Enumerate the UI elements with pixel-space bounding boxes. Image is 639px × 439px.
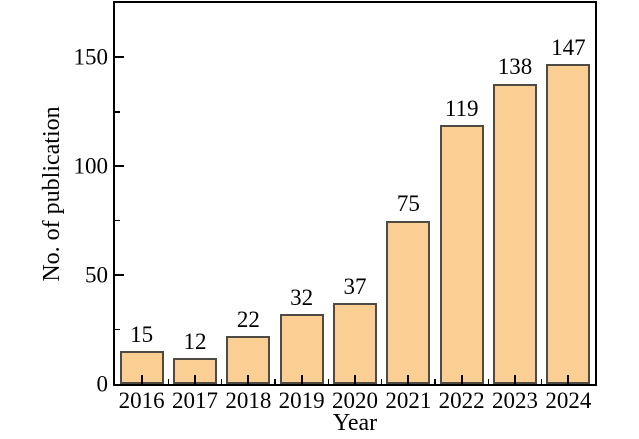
x-minor-tick <box>380 379 383 384</box>
x-minor-tick <box>274 379 276 384</box>
bar-2023 <box>493 83 537 384</box>
bar-2022 <box>439 124 484 384</box>
x-minor-tick <box>220 379 223 384</box>
bar-value-label: 32 <box>290 285 314 311</box>
x-minor-tick <box>327 379 330 384</box>
plot-area: 15 12 22 32 37 75 119 138 147 <box>115 3 595 384</box>
y-tick-label-100: 100 <box>73 153 109 179</box>
x-tick-label-2019: 2019 <box>278 388 325 413</box>
x-minor-tick <box>540 379 543 384</box>
bar-value-label: 147 <box>551 34 586 60</box>
x-major-tick <box>194 375 196 384</box>
y-minor-tick <box>115 328 120 331</box>
y-minor-tick <box>115 219 120 222</box>
x-tick-label-2020: 2020 <box>332 388 378 413</box>
x-major-tick <box>514 375 516 384</box>
x-major-tick <box>354 375 356 384</box>
x-major-tick <box>140 375 143 384</box>
x-tick-label-2017: 2017 <box>172 388 218 413</box>
y-major-tick <box>115 274 124 277</box>
bar-value-label: 119 <box>444 95 479 121</box>
bar-2024 <box>546 63 591 384</box>
x-minor-tick <box>434 379 436 384</box>
x-tick-label-2024: 2024 <box>545 388 592 413</box>
x-tick-label-2022: 2022 <box>438 388 485 413</box>
bar-2021 <box>386 220 431 384</box>
bar-2020 <box>333 303 377 384</box>
y-major-tick <box>115 165 124 168</box>
bar-2019 <box>279 314 324 384</box>
y-axis-title: No. of publication <box>38 105 65 282</box>
bar-value-label: 15 <box>130 322 154 348</box>
x-major-tick <box>300 375 303 384</box>
y-tick-label-0: 0 <box>96 371 109 397</box>
x-tick-label-2016: 2016 <box>118 388 165 413</box>
x-major-tick <box>407 375 410 384</box>
x-minor-tick <box>167 379 170 384</box>
x-tick-label-2021: 2021 <box>385 388 432 413</box>
x-tick-label-2018: 2018 <box>225 388 272 413</box>
y-minor-tick <box>115 111 120 113</box>
bar-value-label: 12 <box>183 328 207 354</box>
x-major-tick <box>247 375 250 384</box>
x-major-tick <box>460 375 463 384</box>
x-major-tick <box>567 375 570 384</box>
bar-value-label: 138 <box>497 54 533 80</box>
y-tick-label-50: 50 <box>85 262 108 288</box>
y-major-tick <box>115 56 124 59</box>
x-tick-label-2023: 2023 <box>492 388 538 413</box>
y-tick-label-150: 150 <box>73 44 109 70</box>
x-axis-title: Year <box>332 410 378 436</box>
x-minor-tick <box>487 379 490 384</box>
bar-value-label: 37 <box>343 274 367 300</box>
bar-value-label: 22 <box>236 306 260 332</box>
bar-value-label: 75 <box>396 191 420 217</box>
